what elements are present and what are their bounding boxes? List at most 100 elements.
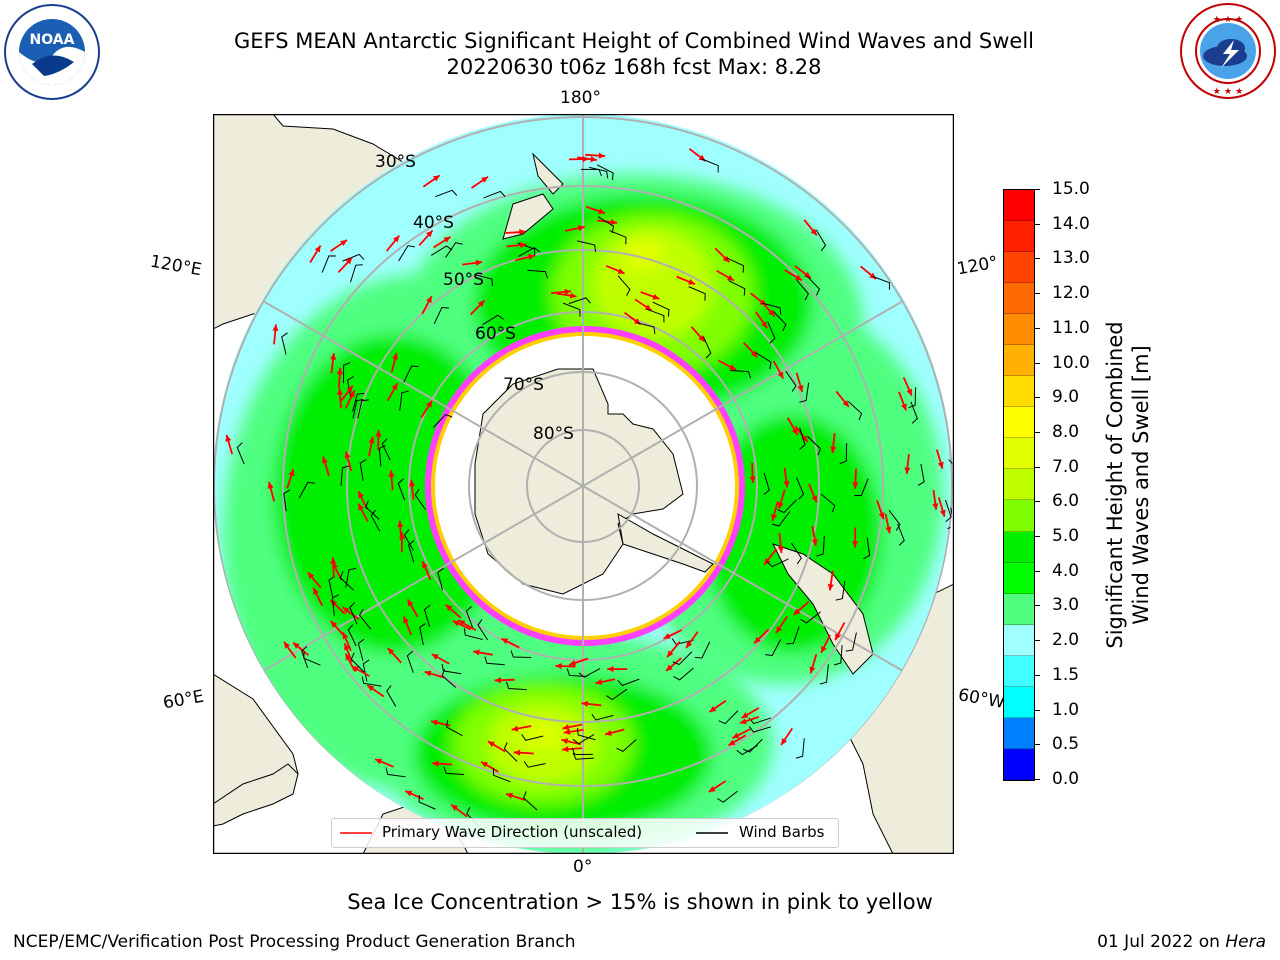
wave-arrow-head bbox=[340, 240, 348, 247]
colorbar-tick-label: 11.0 bbox=[1052, 317, 1090, 338]
wind-barb bbox=[766, 558, 789, 568]
colorbar-tick-label: 10.0 bbox=[1052, 352, 1090, 373]
wave-arrow-head bbox=[475, 259, 483, 266]
wind-barb bbox=[799, 427, 806, 450]
wind-barb bbox=[568, 297, 591, 305]
wind-barb bbox=[767, 321, 776, 344]
wind-barb bbox=[433, 307, 449, 325]
wind-barb bbox=[342, 253, 365, 262]
colorbar-segment bbox=[1004, 655, 1034, 687]
wave-arrow-head bbox=[397, 520, 404, 528]
wave-arrow-head bbox=[644, 304, 652, 311]
wave-arrow-head bbox=[569, 660, 577, 666]
wave-arrow-head bbox=[727, 274, 735, 281]
wave-arrow-head bbox=[852, 541, 859, 548]
wind-barb bbox=[589, 166, 609, 179]
wave-arrow-head bbox=[732, 732, 740, 739]
colorbar-segment bbox=[1004, 500, 1034, 532]
wave-arrow-head bbox=[776, 626, 783, 634]
colorbar-segment bbox=[1004, 221, 1034, 253]
wave-arrow-head bbox=[663, 633, 671, 639]
colorbar-tick-label: 4.0 bbox=[1052, 560, 1080, 581]
wind-barb bbox=[503, 742, 518, 762]
wind-barb bbox=[646, 308, 665, 323]
wave-arrow-head bbox=[939, 509, 946, 517]
wind-barb bbox=[820, 493, 836, 513]
wave-arrow-head bbox=[392, 352, 399, 360]
colorbar-tick bbox=[1034, 466, 1040, 468]
lon-label-bottom: 0° bbox=[573, 857, 593, 877]
wave-arrow-head bbox=[667, 650, 674, 658]
wind-barb bbox=[888, 509, 901, 531]
wind-barb bbox=[365, 500, 380, 520]
wind-barb bbox=[386, 685, 397, 707]
wave-arrow-head bbox=[292, 642, 300, 649]
svg-text:★ ★ ★: ★ ★ ★ bbox=[1213, 15, 1243, 25]
wave-arrow-head bbox=[345, 257, 353, 265]
wave-arrow-head bbox=[761, 321, 768, 329]
wave-arrow-head bbox=[932, 503, 939, 510]
wind-barb bbox=[357, 399, 369, 419]
lon-label-top: 180° bbox=[560, 88, 601, 108]
wind-barb bbox=[465, 605, 474, 629]
wind-barb bbox=[493, 768, 511, 783]
wind-barb bbox=[702, 336, 712, 359]
wind-barb bbox=[281, 332, 288, 355]
wind-barb bbox=[910, 401, 918, 424]
wave-arrow-head bbox=[878, 512, 885, 520]
wind-barb bbox=[578, 668, 601, 678]
wave-arrow-head bbox=[569, 292, 577, 299]
wind-barb bbox=[694, 641, 711, 659]
colorbar-tick bbox=[1034, 431, 1040, 433]
wind-barb bbox=[362, 659, 370, 682]
colorbar-tick-label: 0.5 bbox=[1052, 734, 1080, 755]
colorbar-segment bbox=[1004, 469, 1034, 501]
wave-arrow-head bbox=[426, 230, 433, 238]
wind-barb bbox=[847, 401, 863, 421]
wind-barb bbox=[606, 688, 628, 701]
colorbar-segment bbox=[1004, 190, 1034, 222]
wave-arrow-head bbox=[388, 470, 395, 477]
wind-barb bbox=[717, 790, 738, 803]
wave-arrow-head bbox=[452, 620, 460, 627]
colorbar-tick bbox=[1034, 605, 1040, 607]
wind-barb bbox=[816, 536, 825, 557]
wave-arrow-head bbox=[595, 678, 603, 685]
wave-arrow-head bbox=[344, 643, 350, 651]
wind-barb bbox=[432, 413, 453, 428]
polar-map bbox=[212, 113, 955, 855]
footer-date: 01 Jul 2022 on Hera bbox=[1097, 932, 1266, 952]
colorbar-tick-label: 1.5 bbox=[1052, 664, 1080, 685]
wave-arrow-head bbox=[272, 324, 279, 332]
wave-arrow-head bbox=[348, 390, 355, 398]
wind-barb bbox=[572, 734, 595, 745]
wave-arrow-head bbox=[344, 451, 351, 459]
lat-label-30: 30°S bbox=[375, 152, 416, 172]
wave-arrow-head bbox=[336, 388, 344, 395]
wave-arrow-head bbox=[358, 491, 364, 499]
wave-arrow-head bbox=[768, 309, 775, 317]
wind-barb bbox=[418, 794, 436, 810]
wind-barb bbox=[403, 365, 419, 383]
wind-barb bbox=[346, 376, 354, 398]
wind-barb bbox=[591, 714, 614, 721]
wave-arrow-head bbox=[750, 350, 758, 358]
wind-barb bbox=[796, 279, 809, 301]
nws-logo-icon: ★ ★ ★ ★ ★ ★ bbox=[1179, 2, 1277, 100]
wind-barb bbox=[688, 286, 706, 301]
wind-barb bbox=[673, 667, 694, 681]
wind-barb bbox=[807, 435, 822, 456]
wave-arrow-head bbox=[900, 403, 907, 411]
wind-barb bbox=[527, 269, 548, 279]
wind-barb bbox=[854, 478, 869, 496]
wind-barb bbox=[765, 639, 782, 656]
wave-arrow-head bbox=[283, 641, 291, 649]
wave-arrow-head bbox=[391, 383, 398, 391]
wave-arrow-head bbox=[754, 636, 761, 644]
wave-arrow-head bbox=[345, 653, 352, 661]
svg-text:NOAA: NOAA bbox=[30, 32, 75, 48]
wave-arrow-head bbox=[605, 729, 612, 736]
wave-arrow-head bbox=[793, 608, 801, 615]
wind-barb bbox=[839, 443, 848, 465]
colorbar-tick bbox=[1034, 293, 1040, 295]
